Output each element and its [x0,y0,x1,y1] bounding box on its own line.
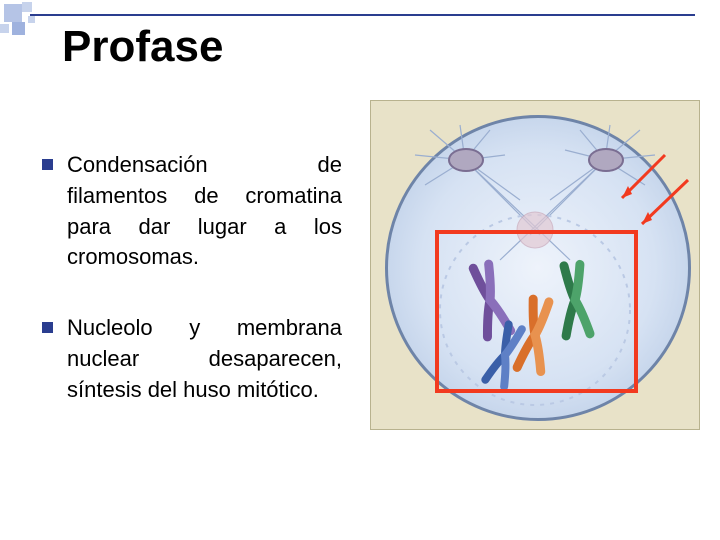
bullet-item: Condensación de filamentos de cromatina … [42,150,342,273]
bullet-text: Nucleolo y membrana nuclear desaparecen,… [67,313,342,405]
bullet-marker [42,322,53,333]
corner-decoration [0,0,60,40]
body-text-area: Condensación de filamentos de cromatina … [42,150,342,446]
slide-title: Profase [62,22,223,72]
arrow-to-centrosome [622,155,665,198]
arrow-to-centrosome [642,180,688,224]
bullet-marker [42,159,53,170]
highlight-box [435,230,638,393]
centrosome-left [448,148,484,172]
centrosome-right [588,148,624,172]
prophase-figure [370,100,700,430]
bullet-text: Condensación de filamentos de cromatina … [67,150,342,273]
top-rule [30,14,695,16]
bullet-item: Nucleolo y membrana nuclear desaparecen,… [42,313,342,405]
slide: { "theme": { "accent": "#2a3d8f", "deco_… [0,0,720,540]
